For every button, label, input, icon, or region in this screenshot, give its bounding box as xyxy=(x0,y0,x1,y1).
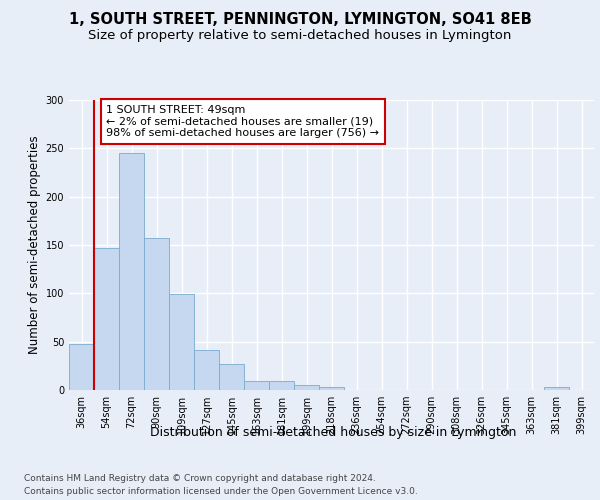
Y-axis label: Number of semi-detached properties: Number of semi-detached properties xyxy=(28,136,41,354)
Bar xyxy=(544,387,569,390)
Bar xyxy=(119,153,144,390)
Bar xyxy=(269,382,294,390)
Text: Distribution of semi-detached houses by size in Lymington: Distribution of semi-detached houses by … xyxy=(150,426,516,439)
Text: Contains HM Land Registry data © Crown copyright and database right 2024.: Contains HM Land Registry data © Crown c… xyxy=(24,474,376,483)
Bar xyxy=(244,382,269,390)
Text: Contains public sector information licensed under the Open Government Licence v3: Contains public sector information licen… xyxy=(24,487,418,496)
Bar xyxy=(294,385,319,390)
Text: 1, SOUTH STREET, PENNINGTON, LYMINGTON, SO41 8EB: 1, SOUTH STREET, PENNINGTON, LYMINGTON, … xyxy=(68,12,532,28)
Bar xyxy=(69,344,94,390)
Bar xyxy=(319,387,344,390)
Text: Size of property relative to semi-detached houses in Lymington: Size of property relative to semi-detach… xyxy=(88,29,512,42)
Bar xyxy=(219,364,244,390)
Bar xyxy=(169,294,194,390)
Bar xyxy=(144,238,169,390)
Bar xyxy=(194,350,219,390)
Bar xyxy=(94,248,119,390)
Text: 1 SOUTH STREET: 49sqm
← 2% of semi-detached houses are smaller (19)
98% of semi-: 1 SOUTH STREET: 49sqm ← 2% of semi-detac… xyxy=(107,105,380,138)
